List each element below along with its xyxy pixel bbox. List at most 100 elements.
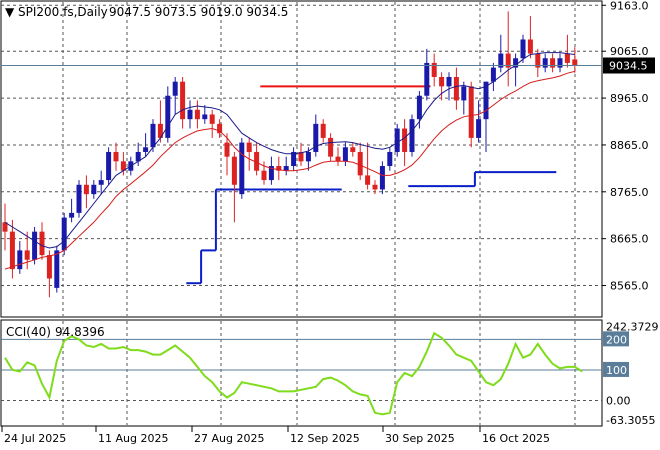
- candle: [313, 114, 319, 157]
- candle: [424, 48, 430, 101]
- x-tick-label: 11 Aug 2025: [98, 432, 168, 445]
- candle-body: [135, 151, 141, 162]
- candle-body: [239, 142, 245, 195]
- candle: [483, 81, 489, 152]
- x-tick-label: 30 Sep 2025: [385, 432, 455, 445]
- candle: [328, 133, 334, 162]
- indicator-grid: [1, 321, 602, 425]
- candle-body: [217, 123, 223, 134]
- fast-ma-line: [4, 52, 575, 249]
- candle-body: [276, 166, 282, 171]
- indicator-panel-frame: [0, 319, 603, 427]
- candle: [453, 67, 459, 110]
- x-tick-label: 12 Sep 2025: [290, 432, 360, 445]
- cci-level-badge: [603, 331, 629, 347]
- candle-body: [91, 184, 97, 195]
- candle-body: [46, 255, 52, 279]
- candle: [372, 180, 378, 195]
- candle-body: [550, 58, 556, 68]
- last-price-label: 9034.5: [609, 60, 648, 73]
- collapse-arrow-icon[interactable]: ▼: [5, 5, 15, 19]
- candle-body: [402, 128, 408, 152]
- candle: [268, 156, 274, 185]
- candle-body: [180, 81, 186, 120]
- candle-body: [542, 58, 548, 68]
- candle-body: [490, 67, 496, 82]
- candle-body: [54, 250, 60, 288]
- candle-body: [268, 166, 274, 181]
- candle: [261, 161, 267, 185]
- candle: [106, 147, 112, 185]
- candle: [357, 142, 363, 181]
- candle: [505, 11, 511, 87]
- candle: [209, 109, 215, 138]
- candle-body: [254, 151, 260, 171]
- candle-body: [387, 151, 393, 167]
- candle: [291, 147, 297, 171]
- candle-body: [394, 128, 400, 152]
- candle-body: [328, 137, 334, 157]
- candle: [202, 105, 208, 124]
- x-tick-label: 24 Jul 2025: [4, 432, 66, 445]
- candle-body: [527, 39, 533, 54]
- candle: [490, 62, 496, 92]
- candle-body: [498, 53, 504, 68]
- candle-body: [483, 81, 489, 120]
- candle-body: [202, 114, 208, 120]
- candle-body: [313, 123, 319, 152]
- candle: [194, 100, 200, 129]
- candle: [402, 119, 408, 167]
- candle: [32, 226, 38, 265]
- candle-body: [564, 53, 570, 63]
- candle: [143, 133, 149, 157]
- candle-body: [165, 95, 171, 138]
- candle-body: [83, 184, 89, 195]
- candle-body: [291, 151, 297, 167]
- candle-body: [261, 170, 267, 181]
- indicator-value: 94.8396: [55, 325, 105, 339]
- candle-body: [350, 147, 356, 152]
- candle: [254, 142, 260, 176]
- y-tick-label: 9065.0: [610, 45, 649, 58]
- candle: [283, 156, 289, 176]
- y-tick-label: 8665.0: [610, 233, 649, 246]
- candle: [91, 180, 97, 199]
- y-tick-label: 242.3729: [606, 320, 659, 333]
- candle: [572, 47, 578, 73]
- candle-body: [305, 151, 311, 162]
- cci-level-badge: [603, 361, 629, 377]
- candle-body: [379, 166, 385, 190]
- candle: [298, 142, 304, 167]
- candle-body: [520, 39, 526, 59]
- candle-body: [357, 151, 363, 176]
- candle: [320, 119, 326, 143]
- candle-body: [143, 147, 149, 152]
- candle: [416, 91, 422, 129]
- candle-body: [298, 151, 304, 162]
- candle: [513, 53, 519, 87]
- candle: [379, 161, 385, 195]
- y-tick-label: 8765.0: [610, 186, 649, 199]
- candle: [498, 34, 504, 73]
- candle: [2, 203, 8, 251]
- candle-body: [572, 59, 578, 66]
- candle-body: [120, 161, 126, 171]
- candle: [564, 34, 570, 68]
- candle: [98, 170, 104, 195]
- y-tick-label: 0.00: [606, 395, 631, 408]
- candle-body: [39, 231, 45, 256]
- candle-body: [194, 109, 200, 120]
- candle-body: [431, 62, 437, 77]
- candle: [409, 114, 415, 157]
- candle: [54, 245, 60, 293]
- candle-body: [32, 231, 38, 260]
- candle: [172, 76, 178, 115]
- candle: [239, 137, 245, 199]
- cci-line: [4, 331, 583, 416]
- candle-body: [513, 58, 519, 68]
- candle-body: [461, 86, 467, 101]
- candle: [542, 53, 548, 73]
- candle-body: [231, 156, 237, 185]
- candle: [439, 72, 445, 101]
